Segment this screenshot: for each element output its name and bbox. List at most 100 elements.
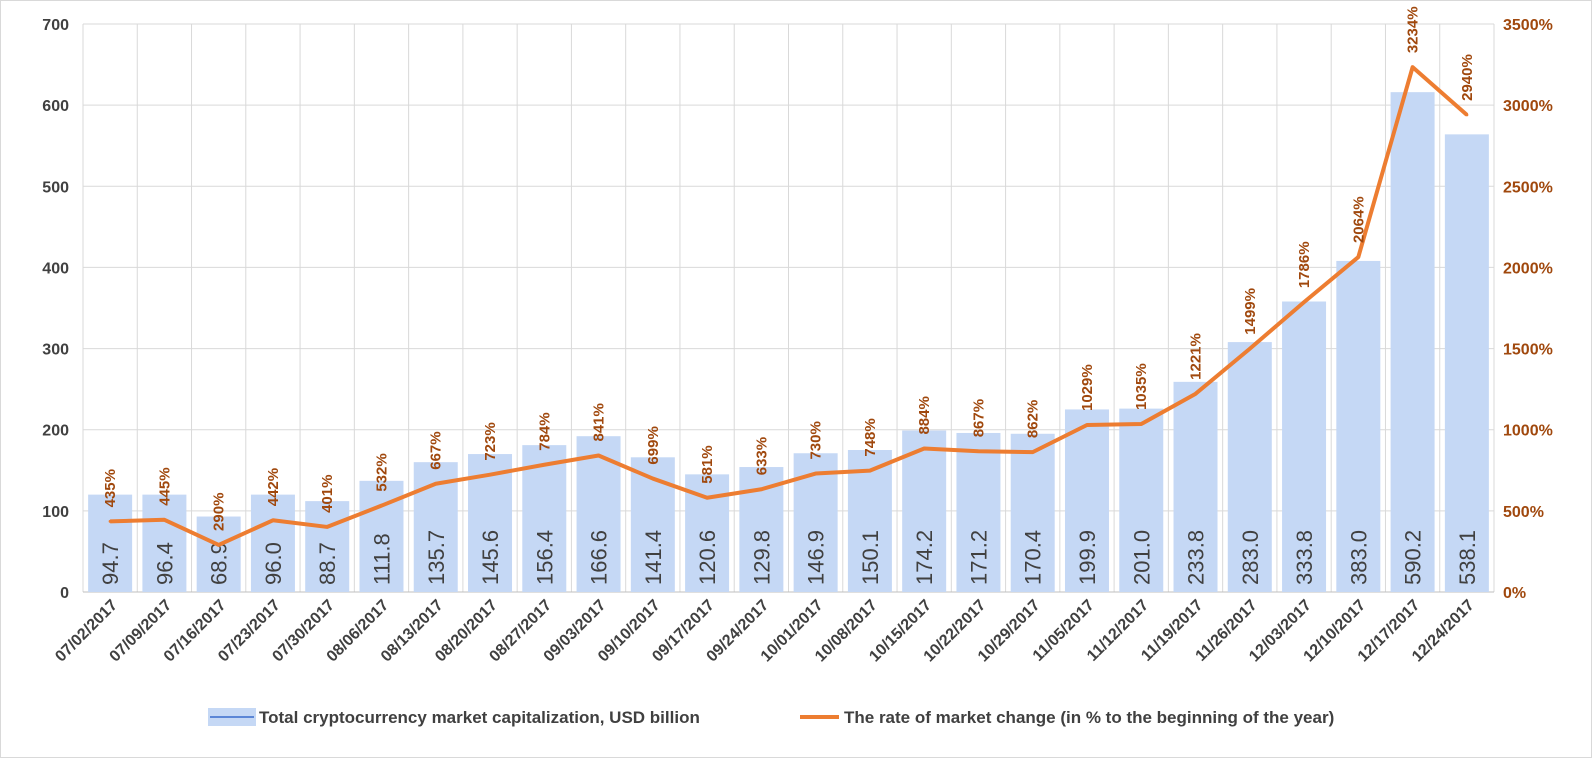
- bar-value-label: 174.2: [912, 530, 937, 585]
- rate-point: [1356, 255, 1360, 259]
- rate-value-label: 723%: [482, 422, 499, 460]
- bar-value-label: 283.0: [1238, 530, 1263, 585]
- y-right-tick-label: 2000%: [1503, 260, 1553, 277]
- bar-value-label: 145.6: [478, 530, 503, 585]
- rate-value-label: 841%: [591, 403, 608, 441]
- y-left-tick-label: 200: [42, 423, 69, 440]
- rate-point: [1248, 347, 1252, 351]
- rate-value-label: 699%: [645, 426, 662, 464]
- rate-value-label: 2940%: [1459, 54, 1476, 101]
- bar-11/05/2017: [1064, 409, 1109, 592]
- bar-value-label: 141.4: [641, 530, 666, 585]
- bar-07/23/2017: [250, 494, 295, 592]
- y-left-tick-label: 600: [42, 98, 69, 115]
- rate-line: [110, 65, 1469, 547]
- rate-point: [217, 543, 221, 547]
- bar-value-label: 68.9: [207, 542, 232, 585]
- rate-point: [379, 504, 383, 508]
- bar-10/22/2017: [956, 432, 1001, 592]
- rate-point: [1085, 423, 1089, 427]
- rate-value-label: 1035%: [1133, 363, 1150, 410]
- rate-value-label: 290%: [211, 493, 228, 531]
- rate-value-label: 784%: [536, 412, 553, 450]
- bar-11/12/2017: [1119, 408, 1164, 592]
- y-right-tick-label: 1500%: [1503, 342, 1553, 359]
- rate-value-label: 442%: [265, 468, 282, 506]
- bar-value-label: 129.8: [749, 530, 774, 585]
- rate-value-label: 1499%: [1242, 288, 1259, 335]
- bar-08/27/2017: [522, 445, 567, 592]
- rate-point: [1465, 113, 1469, 117]
- rate-value-label: 581%: [699, 445, 716, 483]
- rate-point: [488, 473, 492, 477]
- bar-value-label: 199.9: [1075, 530, 1100, 585]
- rate-value-label: 884%: [916, 396, 933, 434]
- rate-value-label: 633%: [753, 437, 770, 475]
- rate-value-label: 1221%: [1188, 333, 1205, 380]
- bar-07/16/2017: [196, 516, 241, 592]
- rate-point: [1411, 65, 1415, 69]
- bar-07/02/2017: [88, 494, 133, 592]
- rate-value-label: 532%: [373, 453, 390, 491]
- rate-value-label: 445%: [156, 467, 173, 505]
- bar-value-label: 120.6: [695, 530, 720, 585]
- rate-point: [271, 518, 275, 522]
- line-data-labels: 435% 445% 290% 442% 401% 532% 667% 723% 784% 841%…: [102, 6, 1476, 530]
- y-right-tick-label: 0%: [1503, 585, 1526, 602]
- rate-value-label: 867%: [970, 399, 987, 437]
- bar-11/26/2017: [1227, 342, 1272, 592]
- bar-10/15/2017: [902, 430, 947, 592]
- rate-point: [814, 472, 818, 476]
- y-left-tick-label: 100: [42, 504, 69, 521]
- rate-point: [1139, 422, 1143, 426]
- right-axis-ticks: 0% 500% 1000% 1500% 2000% 2500% 3000% 3500%: [1503, 17, 1553, 602]
- rate-point: [325, 525, 329, 529]
- y-right-tick-label: 500%: [1503, 504, 1544, 521]
- bar-value-label: 96.4: [152, 542, 177, 585]
- bar-10/08/2017: [847, 450, 892, 592]
- bar-value-label: 96.0: [261, 542, 286, 585]
- bar-value-label: 333.8: [1292, 530, 1317, 585]
- bar-12/03/2017: [1282, 301, 1327, 592]
- bar-07/30/2017: [305, 501, 350, 592]
- rate-point: [976, 449, 980, 453]
- rate-point: [597, 454, 601, 458]
- rate-point: [759, 487, 763, 491]
- bar-value-label: 171.2: [966, 530, 991, 585]
- rate-point: [651, 477, 655, 481]
- rate-point: [1031, 450, 1035, 454]
- bar-value-label: 201.0: [1129, 530, 1154, 585]
- rate-point: [434, 482, 438, 486]
- rate-value-label: 435%: [102, 469, 119, 507]
- bar-value-label: 111.8: [369, 533, 394, 585]
- y-left-tick-label: 300: [42, 342, 69, 359]
- x-axis-ticks: 07/02/201707/09/201707/16/201707/23/2017…: [52, 597, 1477, 666]
- legend: Total cryptocurrency market capitalizati…: [208, 708, 1334, 727]
- bar-value-label: 170.4: [1021, 530, 1046, 585]
- legend-line-label: The rate of market change (in % to the b…: [844, 708, 1334, 727]
- bar-12/10/2017: [1336, 260, 1381, 592]
- rate-point: [1194, 392, 1198, 396]
- y-left-tick-label: 700: [42, 17, 69, 34]
- bar-value-label: 383.0: [1346, 530, 1371, 585]
- bar-07/09/2017: [142, 494, 187, 592]
- left-axis-ticks: 0 100 200 300 400 500 600 700: [42, 17, 69, 602]
- bar-value-label: 150.1: [858, 530, 883, 585]
- rate-value-label: 667%: [428, 431, 445, 469]
- y-left-tick-label: 500: [42, 179, 69, 196]
- bar-10/29/2017: [1010, 433, 1055, 592]
- bar-value-label: 146.9: [804, 530, 829, 585]
- rate-point: [705, 496, 709, 500]
- rate-value-label: 2064%: [1350, 196, 1367, 243]
- gridlines: [82, 23, 1495, 593]
- y-right-tick-label: 3000%: [1503, 98, 1553, 115]
- rate-value-label: 1029%: [1079, 364, 1096, 411]
- rate-point: [922, 447, 926, 451]
- y-right-tick-label: 3500%: [1503, 17, 1553, 34]
- y-left-tick-label: 400: [42, 260, 69, 277]
- bar-value-label: 135.7: [424, 530, 449, 585]
- bar-data-labels: 94.7 96.4 68.9 96.0 88.7 111.8 135.7 145.6 156.4…: [98, 530, 1480, 585]
- rate-value-label: 3234%: [1405, 6, 1422, 53]
